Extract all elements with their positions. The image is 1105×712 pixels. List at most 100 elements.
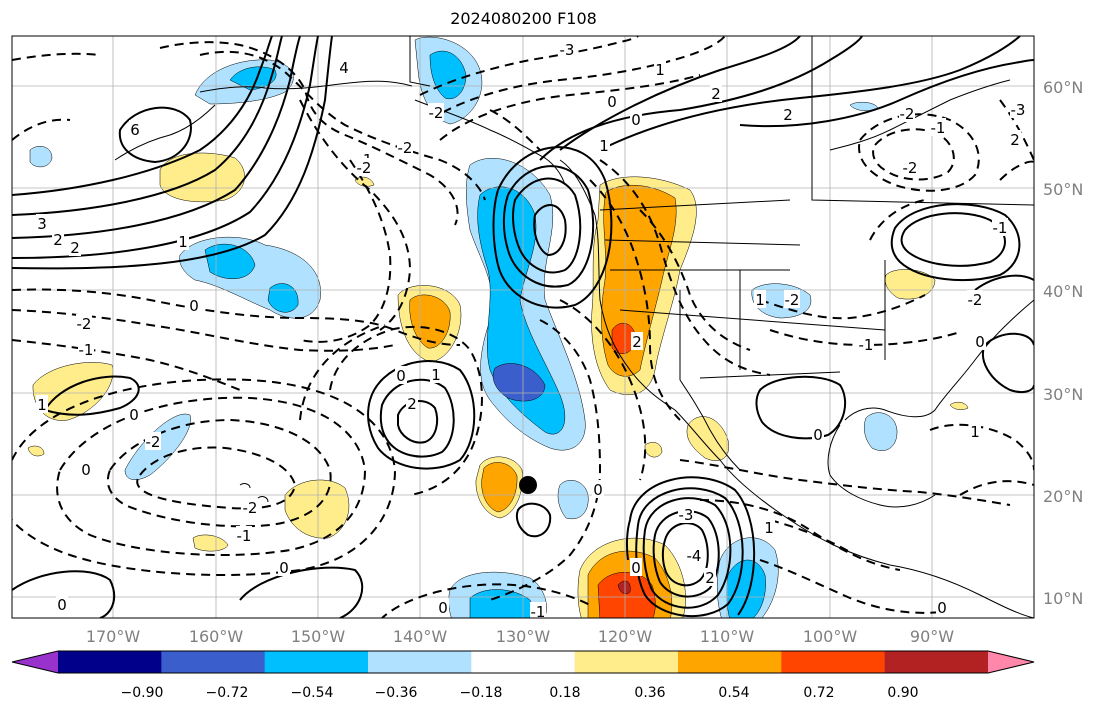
positive-anomaly-hawaii xyxy=(284,479,350,539)
positive-anomaly-tropical-darkred xyxy=(617,580,631,595)
svg-text:4: 4 xyxy=(339,59,349,77)
contour-label: -2 xyxy=(397,138,413,157)
lon-label: 120°W xyxy=(598,627,653,646)
svg-text:3: 3 xyxy=(37,215,47,233)
location-marker xyxy=(519,476,537,494)
contour-neg-sw-us xyxy=(599,159,771,376)
svg-text:-3: -3 xyxy=(679,506,694,524)
svg-text:-2: -2 xyxy=(146,433,161,451)
negative-anomaly-central-pacific-core2 xyxy=(267,283,299,313)
contour-east-nyc xyxy=(974,274,1034,291)
colorbar-outline xyxy=(11,650,1035,674)
contour-label: 4 xyxy=(338,58,350,77)
svg-text:-3: -3 xyxy=(560,41,575,59)
colorbar-segment xyxy=(368,651,472,673)
positive-anomaly-gulf-california xyxy=(686,416,730,461)
positive-anomaly-south-small xyxy=(192,534,229,552)
lat-label: 60°N xyxy=(1043,78,1083,97)
positive-anomaly-small-sonora xyxy=(644,442,663,458)
svg-text:2: 2 xyxy=(70,239,80,257)
contour-neg-tropic-south xyxy=(380,583,591,618)
contour-neg-wide-1 xyxy=(12,288,461,346)
svg-text:0: 0 xyxy=(975,333,985,351)
negative-anomaly-central-pacific xyxy=(179,236,321,319)
colorbar-segment xyxy=(161,651,266,673)
contour-label: 0 xyxy=(630,558,642,577)
colorbar-tick-label: −0.72 xyxy=(206,685,249,701)
graticule xyxy=(12,36,1034,618)
contour-label: -2 xyxy=(784,290,800,309)
contour-neg-plains-2 xyxy=(759,294,926,320)
svg-text:2: 2 xyxy=(53,231,63,249)
svg-text:-2: -2 xyxy=(357,159,372,177)
contour-southwest-low xyxy=(44,375,140,416)
lon-label: 110°W xyxy=(700,627,755,646)
negative-anomaly-gulf-of-mexico xyxy=(864,412,898,451)
negative-anomaly-small-west xyxy=(29,146,53,168)
contour-neg-gulf-2 xyxy=(299,99,412,331)
svg-text:0: 0 xyxy=(631,559,641,577)
contour-label: 1 xyxy=(969,422,981,441)
colorbar-tick-label: 0.72 xyxy=(803,685,834,701)
svg-text:2: 2 xyxy=(1010,131,1020,149)
contour-label: -1 xyxy=(236,526,252,545)
contour-east-low xyxy=(982,332,1034,394)
lat-label: 50°N xyxy=(1043,180,1083,199)
lon-label: 90°W xyxy=(910,627,954,646)
positive-anomaly-florida xyxy=(949,401,969,410)
contour-label: -2 xyxy=(428,103,444,122)
contour-label: 0 xyxy=(188,296,200,315)
contour-label: 1 xyxy=(654,60,666,79)
contour-label: -2 xyxy=(899,104,915,123)
svg-text:0: 0 xyxy=(813,426,823,444)
contour-label: 6 xyxy=(129,120,141,139)
contour-label: 0 xyxy=(80,460,92,479)
negative-anomaly-offshore-band-deep xyxy=(492,363,546,402)
svg-text:-1: -1 xyxy=(931,119,946,137)
contour-label: 0 xyxy=(936,598,948,617)
negative-anomaly-gulf-alaska-core xyxy=(229,66,277,91)
contour-label: 2 xyxy=(704,568,716,587)
contour-subtropical-high xyxy=(367,360,476,470)
svg-text:0: 0 xyxy=(57,596,67,614)
svg-text:-1: -1 xyxy=(859,336,874,354)
contour-label: 1 xyxy=(754,290,766,309)
contour-east-ridge-2 xyxy=(599,36,1021,151)
contour-small-circle xyxy=(515,502,552,538)
contour-label: 1 xyxy=(430,365,442,384)
lat-label: 40°N xyxy=(1043,282,1083,301)
svg-text:2: 2 xyxy=(407,395,417,413)
contour-label: 2 xyxy=(710,84,722,103)
contour-neg-aleutian xyxy=(159,41,459,226)
contour-label: 0 xyxy=(56,595,68,614)
colorbar-tick-label: −0.54 xyxy=(291,685,334,701)
contour-neg-panhandle xyxy=(489,109,541,151)
contour-neg-north-1 xyxy=(429,36,726,121)
lat-label: 30°N xyxy=(1043,385,1083,404)
contour-jet-north-5 xyxy=(12,36,333,270)
contour-label: -3 xyxy=(678,505,694,524)
svg-text:0: 0 xyxy=(396,367,406,385)
svg-text:-3: -3 xyxy=(1011,101,1026,119)
colorbar-extend-min xyxy=(12,651,58,673)
svg-text:0: 0 xyxy=(81,461,91,479)
contour-label: -1 xyxy=(930,118,946,137)
contour-neg-gulf xyxy=(199,50,486,201)
svg-text:-2: -2 xyxy=(900,105,915,123)
svg-text:-1: -1 xyxy=(531,603,546,621)
svg-text:-2: -2 xyxy=(903,159,918,177)
contour-coast-ridge xyxy=(539,36,863,161)
contour-label: 2 xyxy=(631,332,643,351)
contour-label: -1 xyxy=(530,602,546,621)
contour-neg-sw-us-2 xyxy=(639,209,751,351)
contour-south-zero-2 xyxy=(239,566,364,618)
contour-neg-gulf-3 xyxy=(299,159,392,343)
svg-text:2: 2 xyxy=(783,106,793,124)
contour-gulf-high xyxy=(755,375,847,440)
lat-label: 20°N xyxy=(1043,487,1083,506)
contour-label: 0 xyxy=(630,110,642,129)
contour-label: -2 xyxy=(902,158,918,177)
contour-neg-east-2 xyxy=(872,128,955,181)
lat-label: 10°N xyxy=(1043,589,1083,608)
contour-neg-hawaii-low-2 xyxy=(136,446,297,510)
